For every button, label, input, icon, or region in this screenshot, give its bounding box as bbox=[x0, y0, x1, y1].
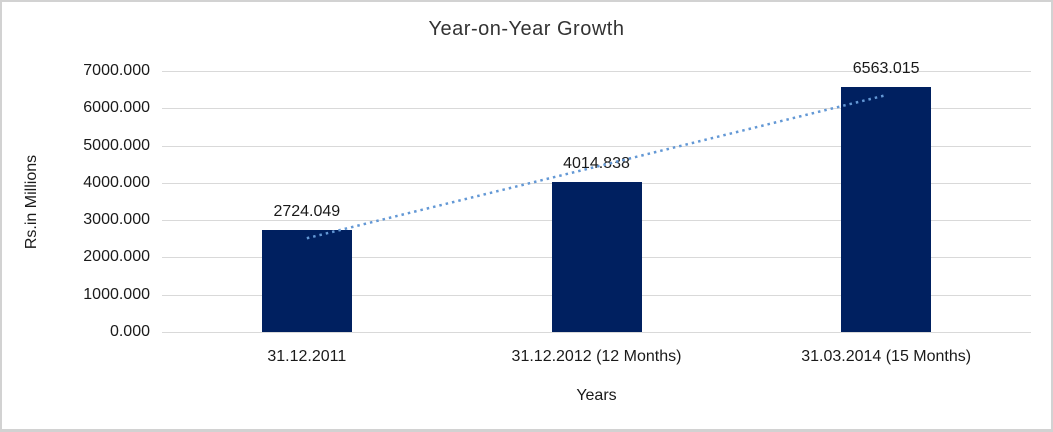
y-tick-label: 1000.000 bbox=[83, 285, 150, 303]
gridline bbox=[162, 71, 1031, 72]
y-tick-label: 0.000 bbox=[109, 323, 150, 340]
chart-title: Year-on-Year Growth bbox=[428, 18, 625, 40]
bar-value-label: 2724.049 bbox=[273, 203, 341, 221]
x-category-label: 31.12.2011 bbox=[267, 348, 347, 365]
bar bbox=[261, 230, 352, 332]
gridline bbox=[162, 332, 1031, 333]
bar-value-label: 4014.838 bbox=[563, 155, 630, 173]
bar bbox=[841, 87, 932, 332]
x-category-label: 31.03.2014 (15 Months) bbox=[801, 348, 972, 365]
y-tick-label: 5000.000 bbox=[83, 136, 150, 154]
y-tick-label: 2000.000 bbox=[83, 248, 150, 266]
x-category-label: 31.12.2012 (12 Months) bbox=[511, 348, 682, 365]
y-tick-label: 6000.000 bbox=[83, 99, 150, 117]
bar bbox=[551, 182, 642, 332]
bar-value-label: 6563.015 bbox=[852, 60, 920, 78]
y-tick-label: 3000.000 bbox=[83, 211, 150, 229]
y-axis-title: Rs.in Millions bbox=[23, 154, 40, 250]
x-axis-title: Years bbox=[576, 387, 617, 404]
y-tick-label: 4000.000 bbox=[83, 173, 150, 191]
y-tick-label: 7000.000 bbox=[83, 62, 150, 79]
